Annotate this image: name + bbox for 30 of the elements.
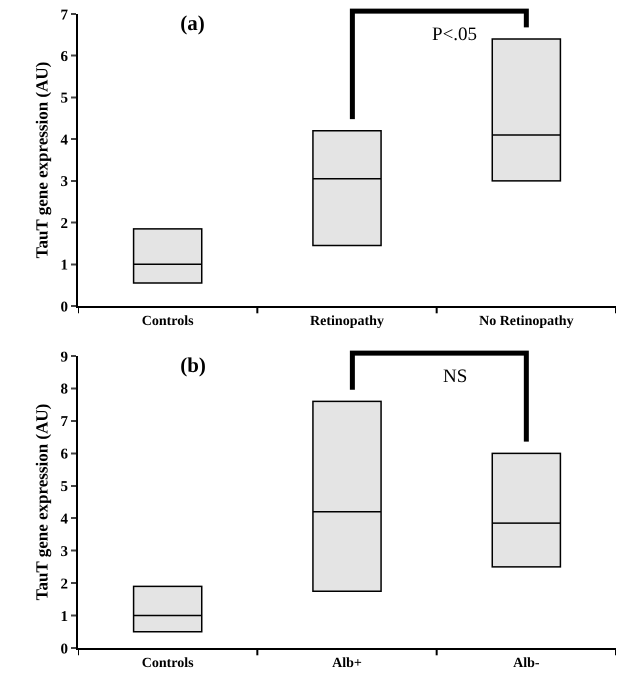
chart-title: (a) — [180, 11, 205, 36]
x-tick-label: Alb- — [513, 656, 540, 671]
y-tick-label: 6 — [60, 48, 68, 65]
y-tick-label: 1 — [60, 258, 68, 274]
y-tick-label: 7 — [60, 414, 68, 430]
x-tick-label: Controls — [142, 656, 194, 671]
y-tick-label: 0 — [60, 299, 68, 316]
y-axis-title: TauT gene expression (AU) — [32, 404, 52, 600]
annotation: NS — [443, 366, 468, 387]
y-tick-label: 4 — [60, 511, 68, 528]
y-tick-label: 5 — [60, 479, 68, 496]
y-tick-label: 2 — [60, 216, 68, 232]
y-tick-label: 8 — [60, 382, 68, 398]
y-tick-label: 9 — [60, 349, 68, 366]
y-tick-label: 6 — [60, 446, 68, 463]
y-axis-title: TauT gene expression (AU) — [32, 62, 52, 258]
x-tick-label: Alb+ — [332, 656, 362, 671]
y-tick-label: 5 — [60, 90, 68, 107]
y-tick-label: 0 — [60, 641, 68, 658]
x-tick-label: Retinopathy — [310, 314, 384, 329]
y-tick-label: 2 — [60, 576, 68, 592]
y-tick-label: 4 — [60, 132, 68, 148]
x-tick-label: Controls — [142, 314, 194, 329]
x-tick-label: No Retinopathy — [479, 314, 574, 329]
y-tick-label: 3 — [60, 174, 68, 190]
y-tick-label: 7 — [60, 7, 68, 24]
y-tick-label: 3 — [60, 544, 68, 560]
chart-title: (b) — [180, 353, 206, 378]
y-tick-label: 1 — [60, 608, 68, 625]
annotation: P<.05 — [432, 24, 478, 45]
